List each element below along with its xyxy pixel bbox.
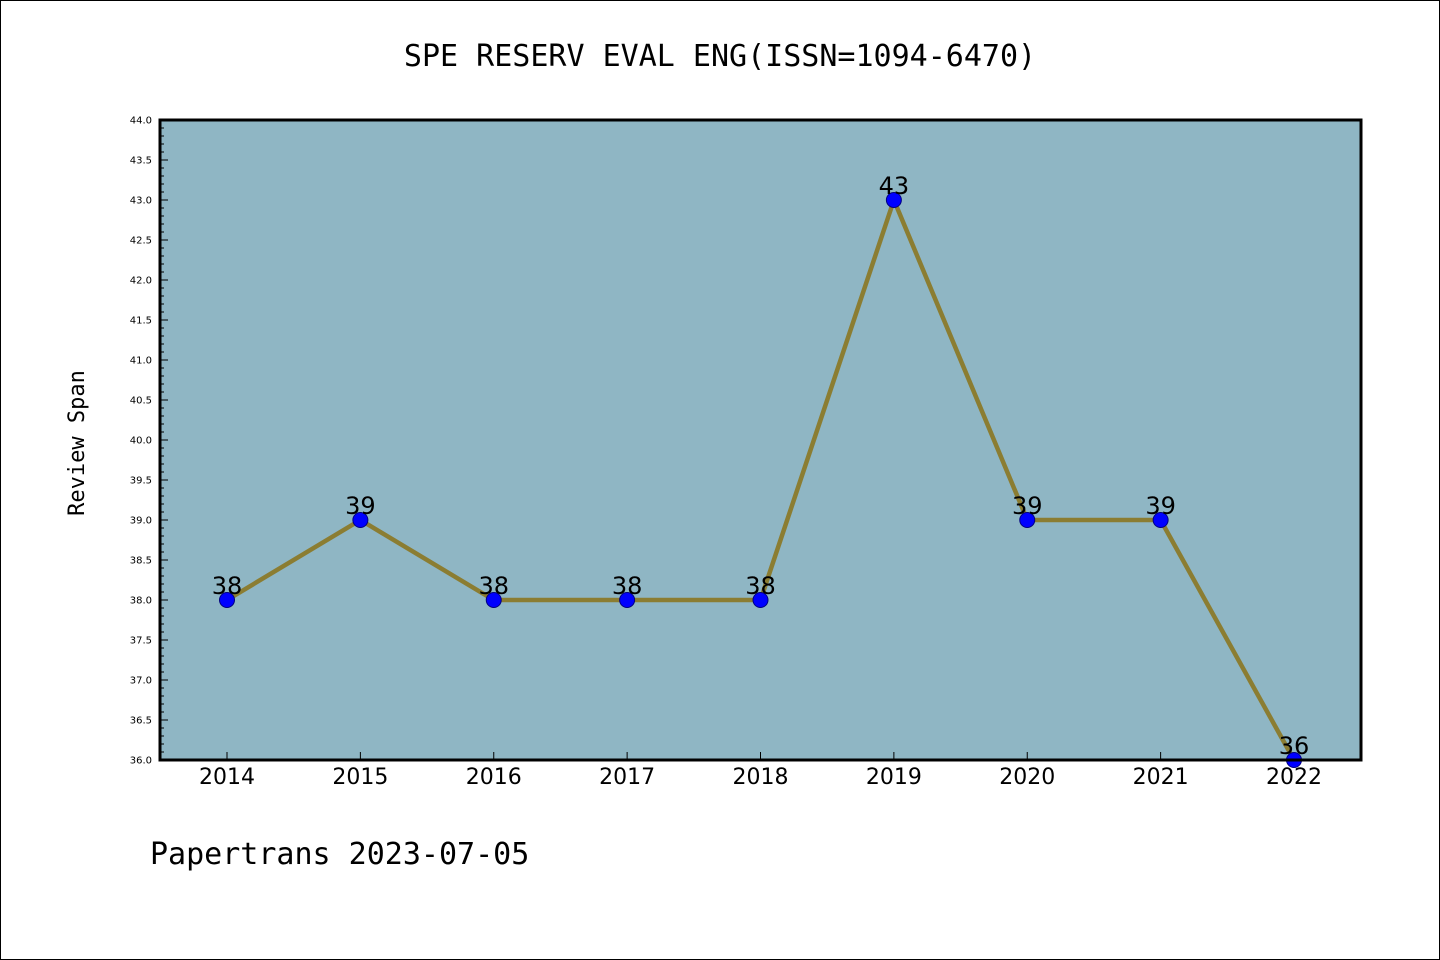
data-label: 39 (1145, 492, 1176, 520)
y-tick-label: 42.0 (130, 276, 152, 287)
y-axis-label: Review Span (65, 370, 90, 516)
y-tick-label: 38.0 (130, 596, 152, 607)
y-tick-label: 36.5 (130, 716, 152, 727)
data-point (1019, 512, 1036, 528)
footer-text: Papertrans 2023-07-05 (150, 837, 529, 872)
x-tick-label: 2020 (999, 765, 1055, 790)
x-tick-label: 2021 (1133, 765, 1189, 790)
data-point (752, 592, 769, 608)
data-point (352, 512, 369, 528)
data-point (485, 592, 502, 608)
x-tick-label: 2018 (733, 765, 789, 790)
y-tick-label: 38.5 (130, 556, 152, 567)
data-label: 36 (1279, 732, 1310, 760)
y-tick-label: 39.5 (130, 476, 152, 487)
data-label: 39 (1012, 492, 1043, 520)
data-point (885, 192, 902, 208)
x-tick-label: 2016 (466, 765, 522, 790)
data-label: 38 (745, 572, 776, 600)
y-tick-label: 41.0 (130, 356, 152, 367)
y-tick-label: 39.0 (130, 516, 152, 527)
y-tick-label: 40.0 (130, 436, 152, 447)
data-label: 38 (478, 572, 509, 600)
x-tick-label: 2019 (866, 765, 922, 790)
data-label: 38 (612, 572, 643, 600)
y-axis: 36.0 36.5 37.0 37.5 38.0 38.5 39.0 39.5 40.0 40.5… (130, 116, 168, 767)
data-point (219, 592, 235, 608)
x-tick-label: 2017 (599, 765, 655, 790)
series-layer (219, 192, 1302, 768)
data-label: 38 (212, 572, 243, 600)
data-label: 39 (345, 492, 376, 520)
x-tick-label: 2015 (332, 765, 388, 790)
chart-title: SPE RESERV EVAL ENG(ISSN=1094-6470) (404, 39, 1036, 74)
data-label: 43 (879, 172, 910, 200)
y-tick-label: 41.5 (130, 316, 152, 327)
plot-border (158, 118, 1363, 762)
x-tick-label: 2022 (1266, 765, 1322, 790)
y-tick-label: 43.5 (130, 156, 152, 167)
y-tick-label: 40.5 (130, 396, 152, 407)
y-tick-label: 37.0 (130, 676, 152, 687)
y-tick-label: 44.0 (130, 116, 152, 127)
x-tick-label: 2014 (199, 765, 255, 790)
y-tick-label: 36.0 (130, 756, 152, 767)
data-labels: 38 39 38 38 38 43 39 39 36 (212, 172, 1310, 760)
x-axis: 2014 2015 2016 2017 2018 2019 2020 2021 2022 (199, 752, 1322, 790)
data-point (1152, 512, 1169, 528)
plot-area (160, 120, 1361, 760)
y-tick-label: 42.5 (130, 236, 152, 247)
data-point (619, 592, 636, 608)
y-tick-label: 43.0 (130, 196, 152, 207)
y-tick-label: 37.5 (130, 636, 152, 647)
